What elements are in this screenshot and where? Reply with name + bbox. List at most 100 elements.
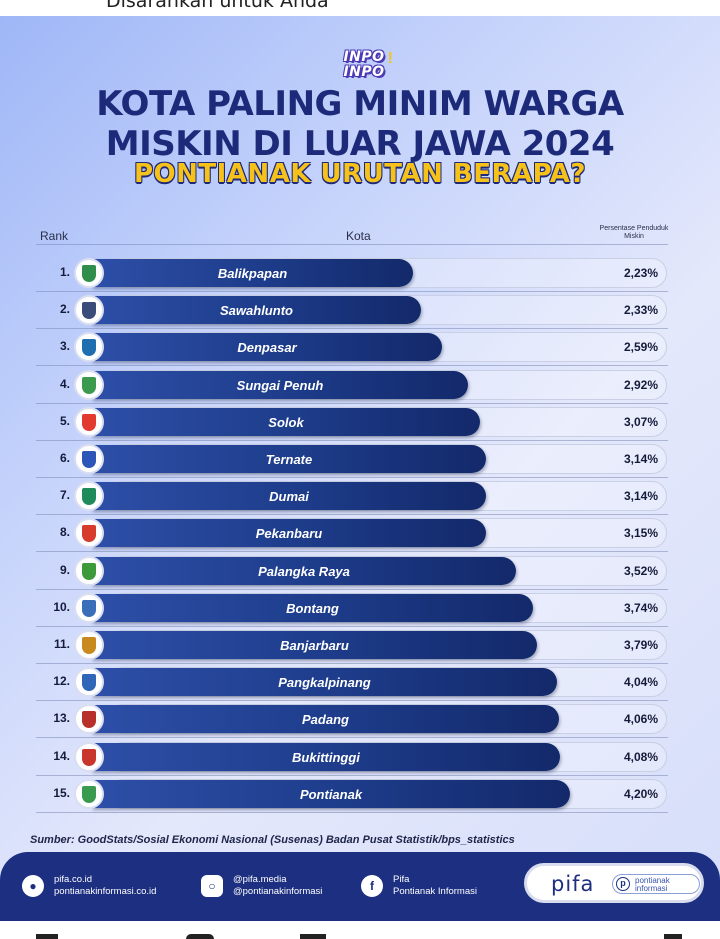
city-emblem-icon [74, 630, 104, 660]
value-label: 2,33% [623, 303, 658, 317]
value-label: 3,79% [623, 638, 658, 652]
chart-row: 9. Palangka Raya 3,52% [0, 555, 720, 587]
bar [92, 519, 486, 547]
shield-icon [82, 785, 96, 803]
chart-row: 12. Pangkalpinang 4,04% [0, 666, 720, 698]
rank-label: 7. [59, 488, 70, 502]
city-emblem-icon [74, 332, 104, 362]
shield-icon [82, 524, 96, 542]
value-label: 4,06% [623, 712, 658, 726]
pifa-brand-logo: pifa p pontianak informasi [524, 863, 704, 903]
chart-row: 10. Bontang 3,74% [0, 592, 720, 624]
city-label: Ternate [265, 452, 313, 467]
bar [92, 557, 516, 585]
city-emblem-icon [74, 370, 104, 400]
bar [92, 594, 533, 622]
nav-video-icon[interactable] [186, 934, 214, 939]
city-label: Palangka Raya [258, 564, 350, 579]
recommended-strip: Disarankan untuk Anda [0, 0, 720, 16]
rank-label: 6. [59, 451, 70, 465]
row-divider [36, 291, 668, 292]
bar [92, 482, 486, 510]
city-emblem-icon [74, 481, 104, 511]
shield-icon [82, 562, 96, 580]
rank-label: 10. [53, 600, 70, 614]
bar [92, 445, 486, 473]
rank-label: 1. [59, 265, 70, 279]
value-label: 4,20% [623, 787, 658, 801]
city-label: Bontang [286, 601, 339, 616]
row-divider [36, 737, 668, 738]
row-divider [36, 663, 668, 664]
city-label: Bukittinggi [292, 750, 360, 765]
shield-icon [82, 710, 96, 728]
inpo-logo: INPO INPO ! [343, 49, 393, 80]
shield-icon [82, 338, 96, 356]
row-divider [36, 403, 668, 404]
value-label: 3,52% [623, 564, 658, 578]
pontianak-informasi-badge: p pontianak informasi [612, 874, 700, 894]
chart-row: 6. Ternate 3,14% [0, 443, 720, 475]
row-divider [36, 700, 668, 701]
city-label: Solok [268, 415, 304, 430]
row-divider [36, 328, 668, 329]
bar [92, 668, 557, 696]
row-divider [36, 365, 668, 366]
bottom-nav-strip [0, 921, 720, 939]
row-divider [36, 551, 668, 552]
row-divider [36, 514, 668, 515]
city-label: Pontianak [299, 787, 363, 802]
subtitle: PONTIANAK URUTAN BERAPA? [133, 159, 587, 189]
nav-marketplace-icon[interactable] [300, 934, 326, 939]
city-emblem-icon [74, 556, 104, 586]
header-divider [36, 244, 668, 245]
rank-label: 3. [59, 339, 70, 353]
chart-row: 4. Sungai Penuh 2,92% [0, 369, 720, 401]
bar [92, 780, 570, 808]
nav-home-icon[interactable] [36, 934, 58, 939]
city-label: Dumai [269, 489, 309, 504]
chart-row: 1. Balikpapan 2,23% [0, 257, 720, 289]
footer-instagram[interactable]: @pifa.media @pontianakinformasi [233, 874, 323, 897]
source-note: Sumber: GoodStats/Sosial Ekonomi Nasiona… [30, 834, 515, 846]
value-label: 3,74% [623, 601, 658, 615]
shield-icon [82, 673, 96, 691]
city-label: Denpasar [237, 340, 297, 355]
rank-label: 11. [53, 637, 70, 651]
city-emblem-icon [74, 407, 104, 437]
shield-icon [82, 264, 96, 282]
nav-menu-icon[interactable] [664, 934, 682, 939]
bar [92, 743, 560, 771]
value-label: 4,08% [623, 750, 658, 764]
chart-row: 11. Banjarbaru 3,79% [0, 629, 720, 661]
rank-label: 5. [59, 414, 70, 428]
city-label: Pekanbaru [255, 526, 323, 541]
shield-icon [82, 636, 96, 654]
bar [92, 333, 442, 361]
city-label: Pangkalpinang [278, 675, 371, 690]
bar [92, 705, 559, 733]
shield-icon [82, 413, 96, 431]
row-divider [36, 589, 668, 590]
chart-row: 13. Padang 4,06% [0, 703, 720, 735]
value-label: 2,23% [623, 266, 658, 280]
city-label: Banjarbaru [280, 638, 349, 653]
city-emblem-icon [74, 742, 104, 772]
row-divider [36, 812, 668, 813]
row-divider [36, 477, 668, 478]
facebook-icon: f [361, 875, 383, 897]
title-line-1: KOTA PALING MINIM WARGA [96, 84, 624, 124]
bar [92, 631, 537, 659]
shield-icon [82, 301, 96, 319]
rank-label: 12. [53, 674, 70, 688]
footer-facebook[interactable]: Pifa Pontianak Informasi [393, 874, 477, 897]
city-emblem-icon [74, 295, 104, 325]
column-header-city: Kota [346, 229, 371, 243]
rank-label: 14. [53, 749, 70, 763]
shield-icon [82, 599, 96, 617]
footer-web[interactable]: pifa.co.id pontianakinformasi.co.id [54, 874, 157, 897]
rank-label: 9. [59, 563, 70, 577]
chart-row: 8. Pekanbaru 3,15% [0, 517, 720, 549]
instagram-icon: ○ [201, 875, 223, 897]
chart-row: 7. Dumai 3,14% [0, 480, 720, 512]
